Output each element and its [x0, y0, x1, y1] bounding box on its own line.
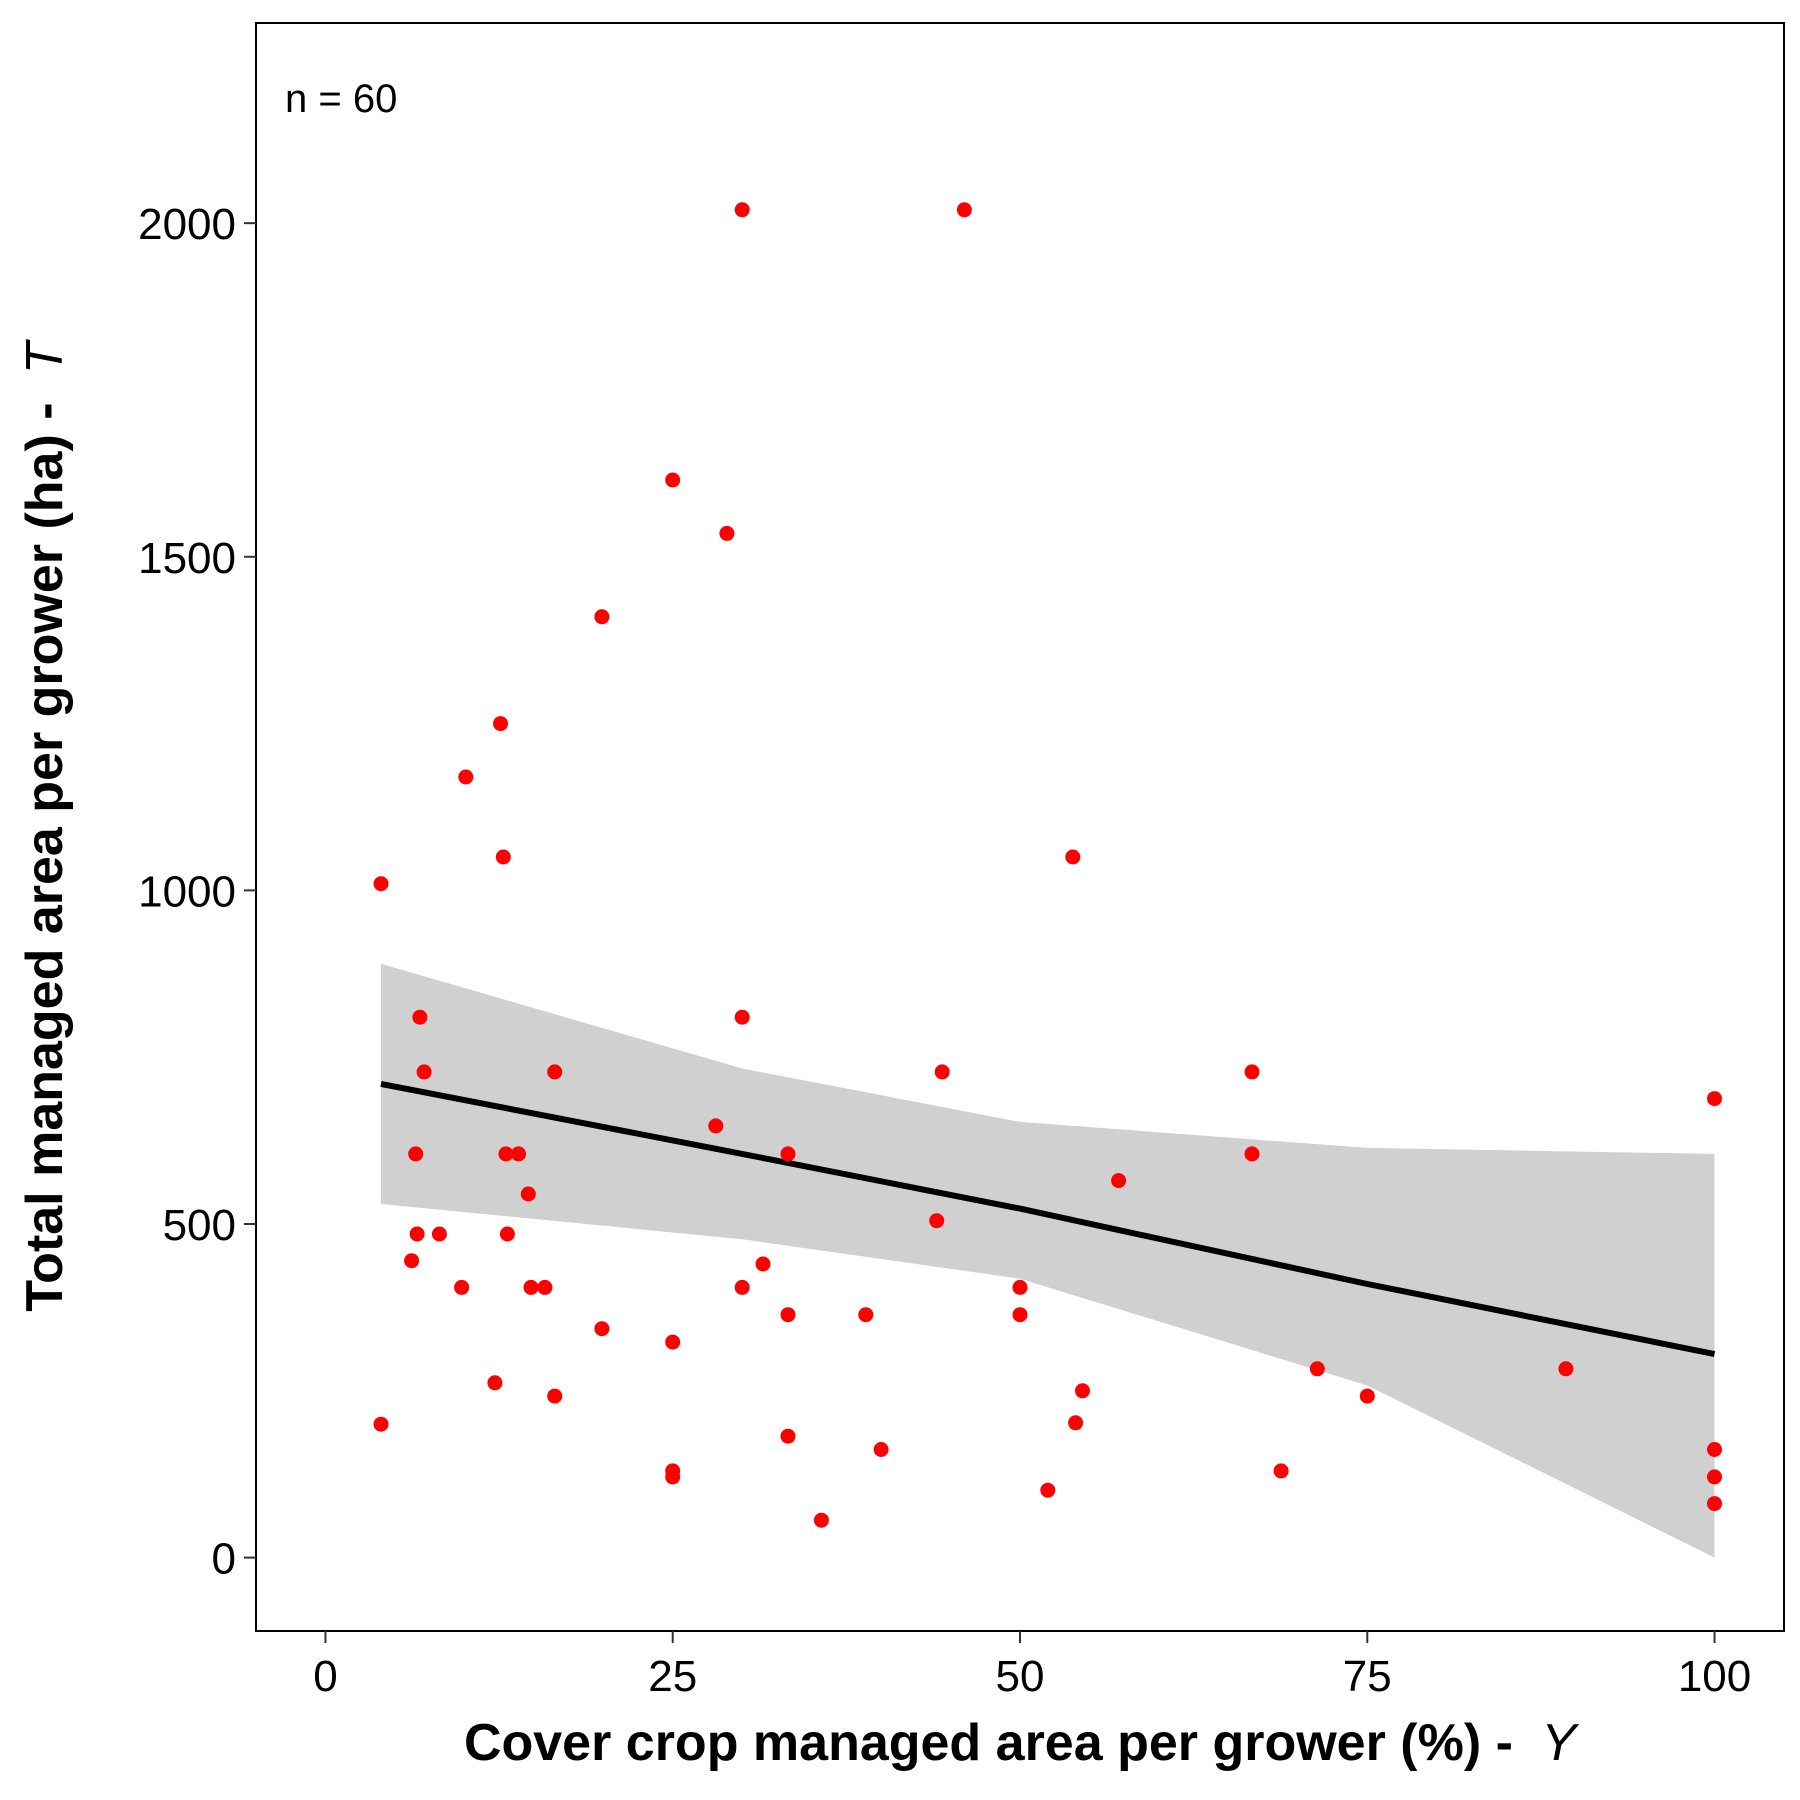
data-point	[495, 849, 511, 865]
data-point	[431, 1226, 447, 1242]
data-point	[755, 1256, 771, 1272]
y-tick-label: 2000	[138, 200, 236, 249]
data-point	[1111, 1173, 1127, 1189]
confidence-band	[381, 963, 1715, 1558]
data-point	[1273, 1463, 1289, 1479]
data-point	[813, 1512, 829, 1528]
data-point	[523, 1279, 539, 1295]
data-point	[1707, 1091, 1722, 1107]
regression-line	[380, 1080, 1716, 1358]
data-point	[780, 1307, 796, 1323]
data-point	[594, 609, 610, 625]
data-point	[404, 1253, 420, 1269]
data-point	[1012, 1279, 1028, 1295]
data-point	[719, 525, 735, 541]
data-point	[1040, 1482, 1056, 1498]
data-point	[373, 1416, 389, 1432]
x-axis-title-text: Cover crop managed area per grower (%) -	[464, 1714, 1527, 1772]
data-point	[458, 769, 474, 785]
data-point	[537, 1279, 553, 1295]
y-axis-ticks: 0 500 1000 1500 2000	[138, 200, 256, 1584]
data-point	[499, 1226, 515, 1242]
data-point	[734, 202, 750, 218]
data-point	[498, 1146, 514, 1162]
data-point	[1012, 1307, 1028, 1323]
data-point	[1707, 1469, 1722, 1485]
data-point	[493, 716, 508, 732]
data-point	[929, 1213, 945, 1229]
y-axis-variable: T	[16, 339, 74, 374]
data-point	[665, 472, 681, 488]
data-point	[511, 1146, 526, 1162]
confidence-band-layer	[381, 963, 1715, 1558]
data-point	[412, 1009, 428, 1025]
data-point	[734, 1279, 750, 1295]
data-point	[665, 1334, 681, 1350]
data-point	[547, 1064, 563, 1080]
data-point	[873, 1442, 889, 1457]
data-point	[547, 1388, 563, 1404]
data-point	[520, 1186, 536, 1202]
x-tick-label: 50	[996, 1652, 1045, 1701]
data-point	[487, 1375, 503, 1391]
data-point	[1309, 1361, 1325, 1377]
x-axis-title: Cover crop managed area per grower (%) -…	[464, 1714, 1579, 1772]
data-point	[1707, 1442, 1722, 1457]
data-point	[1065, 849, 1081, 865]
data-point	[934, 1064, 950, 1080]
data-point	[708, 1118, 724, 1134]
y-axis-title-text: Total managed area per grower (ha) -	[16, 388, 74, 1312]
data-point	[594, 1321, 610, 1337]
x-axis-ticks: 0 25 50 75 100	[313, 1631, 1751, 1701]
y-tick-label: 1000	[138, 867, 236, 916]
x-tick-label: 0	[313, 1652, 337, 1701]
data-point	[1075, 1383, 1090, 1399]
data-point	[1359, 1388, 1375, 1404]
regression-line-layer	[380, 1080, 1716, 1358]
data-points-layer	[373, 202, 1722, 1528]
data-point	[858, 1307, 874, 1323]
y-tick-label: 500	[163, 1201, 236, 1250]
x-axis-variable: Y	[1541, 1714, 1579, 1772]
y-tick-label: 0	[212, 1535, 236, 1584]
data-point	[780, 1428, 796, 1444]
x-tick-label: 75	[1343, 1652, 1392, 1701]
data-point	[1068, 1415, 1084, 1431]
data-point	[734, 1009, 750, 1025]
data-point	[956, 202, 972, 218]
data-point	[1244, 1146, 1260, 1162]
data-point	[1244, 1064, 1260, 1080]
data-point	[665, 1469, 681, 1485]
data-point	[416, 1064, 432, 1080]
data-point	[780, 1146, 796, 1162]
x-tick-label: 100	[1678, 1652, 1751, 1701]
sample-size-annotation: n = 60	[285, 77, 397, 121]
data-point	[409, 1226, 425, 1242]
y-axis-title: Total managed area per grower (ha) - T	[16, 339, 74, 1312]
data-point	[408, 1146, 424, 1162]
y-tick-label: 1500	[138, 534, 236, 583]
data-point	[1558, 1361, 1574, 1377]
x-tick-label: 25	[648, 1652, 697, 1701]
data-point	[373, 876, 389, 892]
data-point	[1707, 1496, 1722, 1512]
data-point	[454, 1279, 470, 1295]
